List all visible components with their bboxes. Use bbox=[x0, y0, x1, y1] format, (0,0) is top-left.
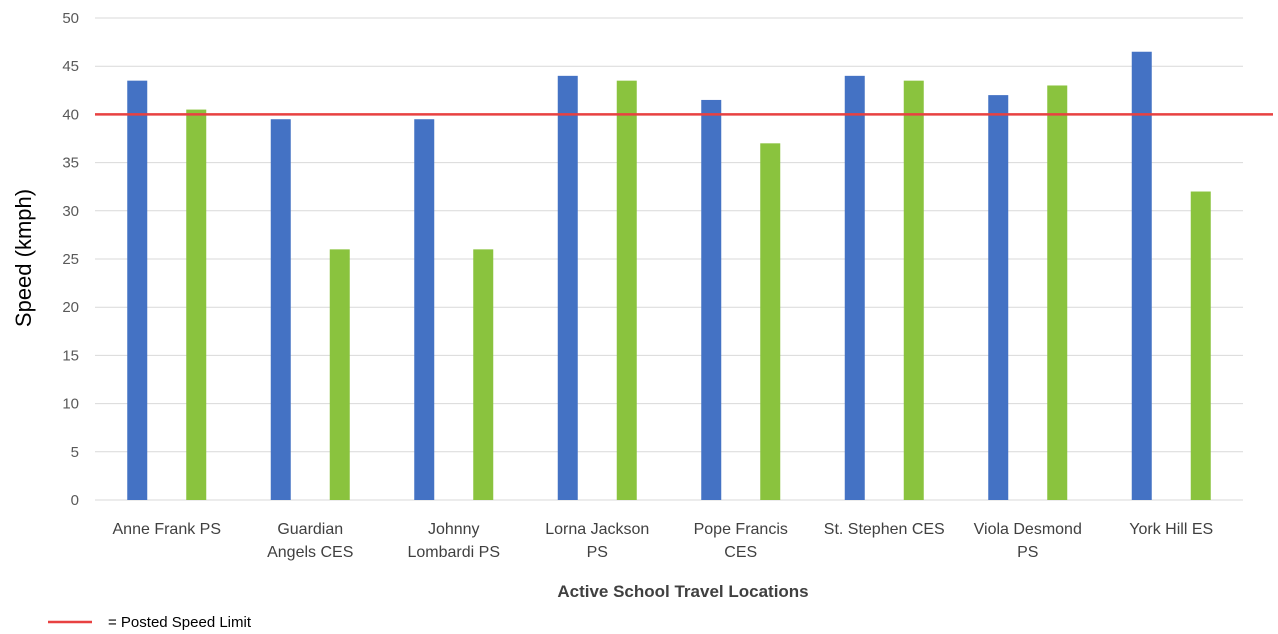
bar-series-1 bbox=[557, 75, 578, 500]
y-tick-label: 25 bbox=[62, 251, 79, 268]
x-axis-title: Active School Travel Locations bbox=[557, 582, 808, 601]
x-category-label: Guardian Angels CES bbox=[267, 521, 353, 561]
x-category-label: Pope Francis CES bbox=[694, 521, 788, 561]
bar-series-1 bbox=[414, 119, 435, 500]
x-category-label: Lorna Jackson PS bbox=[545, 521, 649, 561]
bar-series-2 bbox=[186, 109, 207, 500]
x-category-label: Anne Frank PS bbox=[113, 521, 222, 538]
bar-series-2 bbox=[473, 249, 494, 500]
bar-series-2 bbox=[760, 143, 781, 500]
y-tick-label: 10 bbox=[62, 396, 79, 413]
y-tick-label: 5 bbox=[71, 444, 79, 461]
x-category-label: St. Stephen CES bbox=[824, 521, 945, 538]
y-tick-label: 40 bbox=[62, 106, 79, 123]
bar-series-1 bbox=[844, 75, 865, 500]
y-axis-title: Speed (kmph) bbox=[11, 189, 36, 327]
y-axis-ticks: 0 5 10 15 20 25 30 35 40 45 50 bbox=[62, 10, 79, 509]
bar-series-1 bbox=[701, 99, 722, 500]
y-tick-label: 45 bbox=[62, 58, 79, 75]
bar-series-1 bbox=[988, 95, 1009, 501]
x-axis-category-labels: Anne Frank PS Guardian Angels CES Johnny Lom… bbox=[113, 521, 1214, 561]
bar-series-2 bbox=[329, 249, 350, 500]
bar-series-1 bbox=[1131, 51, 1152, 501]
bar-series-2 bbox=[903, 80, 924, 500]
y-tick-label: 20 bbox=[62, 299, 79, 316]
y-tick-label: 15 bbox=[62, 347, 79, 364]
legend-speed-limit-label: = Posted Speed Limit bbox=[108, 614, 252, 631]
bar-series-2 bbox=[1047, 85, 1068, 500]
bar-series-2 bbox=[1190, 191, 1211, 500]
y-tick-label: 50 bbox=[62, 10, 79, 27]
x-category-label: Viola Desmond PS bbox=[974, 521, 1082, 561]
bars bbox=[127, 51, 1211, 501]
bar-series-1 bbox=[270, 119, 291, 500]
bar-series-2 bbox=[616, 80, 637, 500]
y-tick-label: 30 bbox=[62, 203, 79, 220]
legend: = Posted Speed Limit bbox=[48, 614, 252, 631]
gridlines bbox=[95, 17, 1243, 501]
x-category-label: York Hill ES bbox=[1129, 521, 1213, 538]
x-category-label: Johnny Lombardi PS bbox=[408, 521, 501, 561]
y-tick-label: 0 bbox=[71, 492, 79, 509]
bar-series-1 bbox=[127, 80, 148, 500]
y-tick-label: 35 bbox=[62, 155, 79, 172]
